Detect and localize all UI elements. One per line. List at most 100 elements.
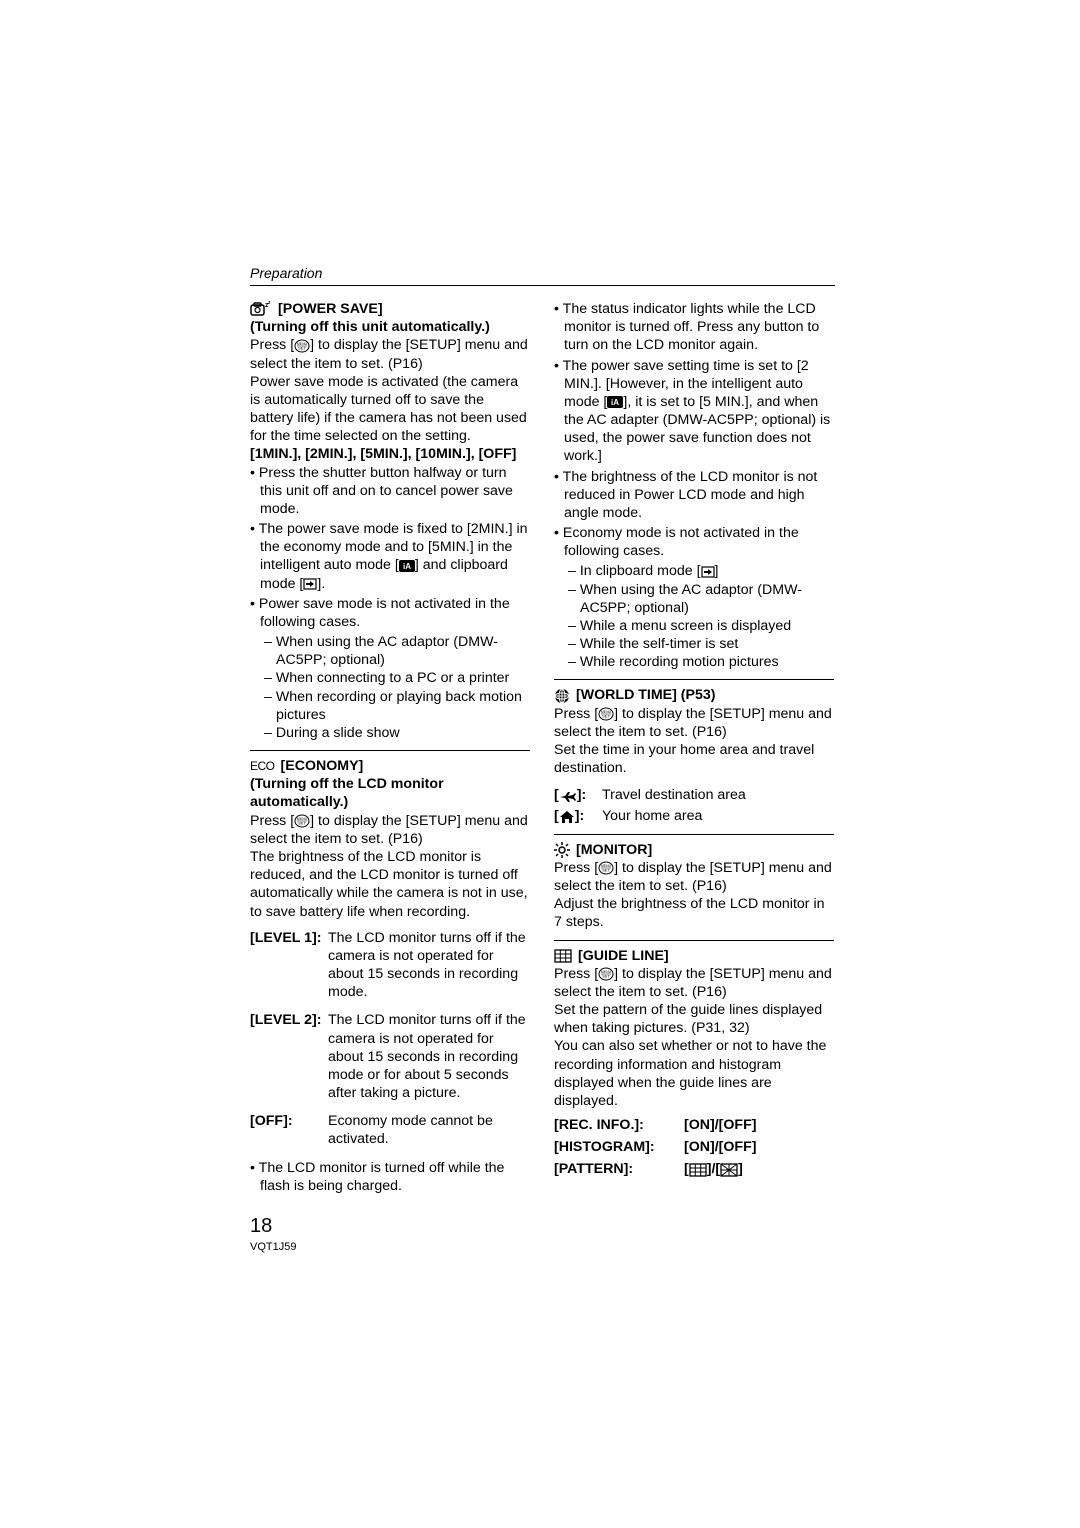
- bullet-item: The power save mode is fixed to [2MIN.] …: [250, 520, 530, 593]
- dash-item: When using the AC adaptor (DMW-AC5PP; op…: [264, 633, 530, 669]
- left-column: z z [POWER SAVE] (Turning off this unit …: [250, 300, 530, 1197]
- guide-line-press: Press [MENUSET] to display the [SETUP] m…: [554, 965, 834, 1001]
- power-save-subtitle: (Turning off this unit automatically.): [250, 318, 530, 336]
- economy-press: Press [MENUSET] to display the [SETUP] m…: [250, 812, 530, 848]
- world-time-row-travel: []: Travel destination area: [554, 786, 834, 804]
- guide-line-desc2: You can also set whether or not to have …: [554, 1037, 834, 1110]
- doc-code: VQT1J59: [250, 1241, 296, 1253]
- dash-item: When connecting to a PC or a printer: [264, 669, 530, 687]
- world-time-title: [WORLD TIME] (P53): [554, 686, 834, 704]
- guide-val: [ON]/[OFF]: [684, 1116, 757, 1134]
- guide-line-title: [GUIDE LINE]: [554, 947, 834, 965]
- menu-set-icon: MENUSET: [598, 967, 614, 981]
- brightness-icon: [554, 842, 570, 858]
- monitor-title: [MONITOR]: [554, 841, 834, 859]
- right-top-bullets: The status indicator lights while the LC…: [554, 300, 834, 560]
- level-text: The LCD monitor turns off if the camera …: [328, 929, 530, 1002]
- grid-diag-icon: [720, 1163, 738, 1177]
- divider: [250, 750, 530, 751]
- dash-item: While recording motion pictures: [568, 653, 834, 671]
- bullet-item: The brightness of the LCD monitor is not…: [554, 468, 834, 523]
- menu-set-icon: MENUSET: [598, 707, 614, 721]
- level-label: [LEVEL 2]:: [250, 1011, 328, 1102]
- power-save-label: [POWER SAVE]: [278, 300, 383, 318]
- world-time-home-label: Your home area: [602, 807, 702, 825]
- guide-row: [HISTOGRAM]: [ON]/[OFF]: [554, 1138, 834, 1156]
- divider: [554, 679, 834, 680]
- monitor-press: Press [MENUSET] to display the [SETUP] m…: [554, 859, 834, 895]
- guide-key: [HISTOGRAM]:: [554, 1138, 684, 1156]
- content-columns: z z [POWER SAVE] (Turning off this unit …: [250, 300, 835, 1197]
- eco-icon: ECO: [250, 759, 275, 774]
- economy-desc: The brightness of the LCD monitor is red…: [250, 848, 530, 921]
- bullet-item: Press the shutter button halfway or turn…: [250, 464, 530, 519]
- bullet-item: The power save setting time is set to [2…: [554, 357, 834, 466]
- level-row: [OFF]: Economy mode cannot be activated.: [250, 1112, 530, 1148]
- level-label: [OFF]:: [250, 1112, 328, 1148]
- monitor-desc: Adjust the brightness of the LCD monitor…: [554, 895, 834, 931]
- power-save-dashes: When using the AC adaptor (DMW-AC5PP; op…: [250, 633, 530, 742]
- guide-key: [REC. INFO.]:: [554, 1116, 684, 1134]
- plane-icon: [559, 790, 577, 802]
- world-time-desc: Set the time in your home area and trave…: [554, 741, 834, 777]
- clipboard-icon: [303, 578, 317, 590]
- power-save-press: Press [MENUSET] to display the [SETUP] m…: [250, 336, 530, 372]
- economy-note: The LCD monitor is turned off while the …: [250, 1159, 530, 1195]
- level-text: Economy mode cannot be activated.: [328, 1112, 530, 1148]
- guide-row: [REC. INFO.]: [ON]/[OFF]: [554, 1116, 834, 1134]
- power-save-title: z z [POWER SAVE]: [250, 300, 530, 318]
- menu-set-icon: MENUSET: [598, 861, 614, 875]
- bullet-item: The LCD monitor is turned off while the …: [250, 1159, 530, 1195]
- guide-line-desc1: Set the pattern of the guide lines displ…: [554, 1001, 834, 1037]
- economy-levels: [LEVEL 1]: The LCD monitor turns off if …: [250, 929, 530, 1149]
- economy-label: [ECONOMY]: [281, 757, 364, 775]
- power-save-icon: z z: [250, 301, 272, 317]
- grid-icon: [554, 949, 572, 963]
- dash-item: During a slide show: [264, 724, 530, 742]
- section-header: Preparation: [250, 265, 835, 286]
- world-time-icon: [554, 688, 570, 704]
- right-column: The status indicator lights while the LC…: [554, 300, 834, 1197]
- dash-item: In clipboard mode []: [568, 562, 834, 580]
- guide-row: [PATTERN]: []/[]: [554, 1160, 834, 1178]
- economy-subtitle: (Turning off the LCD monitor automatical…: [250, 775, 530, 811]
- power-save-bullets: Press the shutter button halfway or turn…: [250, 464, 530, 632]
- level-label: [LEVEL 1]:: [250, 929, 328, 1002]
- clipboard-icon: [701, 566, 715, 578]
- monitor-label: [MONITOR]: [576, 841, 652, 859]
- guide-key: [PATTERN]:: [554, 1160, 684, 1178]
- svg-text:z: z: [268, 301, 271, 306]
- page-number: 18: [250, 1215, 272, 1238]
- right-top-dashes: In clipboard mode [] When using the AC a…: [554, 562, 834, 671]
- world-time-label: [WORLD TIME] (P53): [576, 686, 716, 704]
- home-icon: [559, 810, 575, 824]
- economy-title: ECO [ECONOMY]: [250, 757, 530, 775]
- divider: [554, 834, 834, 835]
- guide-line-table: [REC. INFO.]: [ON]/[OFF] [HISTOGRAM]: [O…: [554, 1116, 834, 1179]
- guide-val-pattern: []/[]: [684, 1160, 743, 1178]
- world-time-row-home: []: Your home area: [554, 807, 834, 825]
- menu-set-icon: MENUSET: [294, 814, 310, 828]
- world-time-travel-label: Travel destination area: [602, 786, 746, 804]
- dash-item: When using the AC adaptor (DMW-AC5PP; op…: [568, 581, 834, 617]
- menu-set-icon: MENUSET: [294, 339, 310, 353]
- ia-icon: iA: [399, 560, 415, 572]
- power-save-desc: Power save mode is activated (the camera…: [250, 373, 530, 446]
- svg-text:iA: iA: [611, 398, 619, 407]
- level-row: [LEVEL 1]: The LCD monitor turns off if …: [250, 929, 530, 1002]
- ia-icon: iA: [607, 396, 623, 408]
- power-save-options: [1MIN.], [2MIN.], [5MIN.], [10MIN.], [OF…: [250, 445, 530, 463]
- level-row: [LEVEL 2]: The LCD monitor turns off if …: [250, 1011, 530, 1102]
- bullet-item: The status indicator lights while the LC…: [554, 300, 834, 355]
- bullet-item: Power save mode is not activated in the …: [250, 595, 530, 631]
- level-text: The LCD monitor turns off if the camera …: [328, 1011, 530, 1102]
- dash-item: When recording or playing back motion pi…: [264, 688, 530, 724]
- divider: [554, 940, 834, 941]
- world-time-press: Press [MENUSET] to display the [SETUP] m…: [554, 705, 834, 741]
- dash-item: While the self-timer is set: [568, 635, 834, 653]
- guide-val: [ON]/[OFF]: [684, 1138, 757, 1156]
- svg-text:iA: iA: [403, 562, 411, 571]
- guide-line-label: [GUIDE LINE]: [578, 947, 669, 965]
- grid3x3-icon: [689, 1163, 707, 1177]
- dash-item: While a menu screen is displayed: [568, 617, 834, 635]
